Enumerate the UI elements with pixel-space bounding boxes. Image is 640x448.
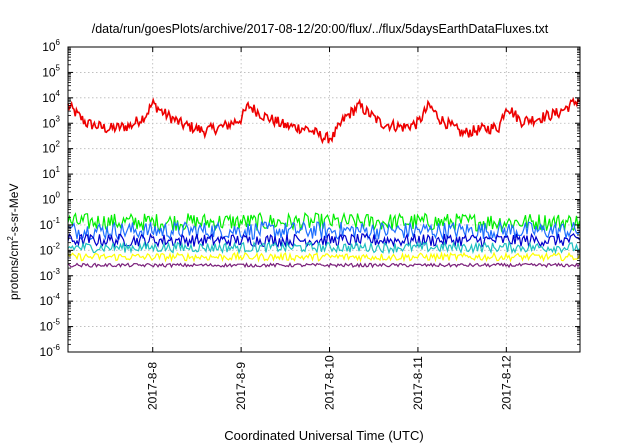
x-tick-label: 2017-8-9 xyxy=(234,362,248,410)
y-tick-exponent: -5 xyxy=(53,318,61,327)
y-tick-exponent: -4 xyxy=(53,292,61,301)
y-tick-label: 10-3 xyxy=(40,267,61,283)
series-lines xyxy=(67,96,581,269)
y-tick-exponent: -1 xyxy=(53,216,61,225)
x-tick-label: 2017-8-11 xyxy=(411,356,425,410)
y-tick-exponent: 6 xyxy=(56,38,61,47)
series-line-7 xyxy=(67,262,581,269)
y-tick-exponent: -6 xyxy=(53,343,61,352)
y-tick-label: 10-5 xyxy=(40,318,61,334)
grid-lines xyxy=(68,47,580,352)
y-tick-label: 10-2 xyxy=(40,241,61,257)
y-axis-label: protons/cm2-s-sr-MeV xyxy=(6,183,21,300)
x-tick-label: 2017-8-12 xyxy=(499,355,513,410)
y-tick-label: 10-6 xyxy=(40,343,61,359)
x-axis-label: Coordinated Universal Time (UTC) xyxy=(224,428,424,443)
axes: 10-610-510-410-310-210-11001011021031041… xyxy=(40,38,581,410)
plot-frame xyxy=(67,46,581,353)
y-tick-exponent: 2 xyxy=(56,140,61,149)
y-tick-label: 104 xyxy=(42,89,60,105)
y-tick-label: 100 xyxy=(42,191,60,207)
y-tick-label: 101 xyxy=(42,165,60,181)
y-tick-exponent: -2 xyxy=(53,241,61,250)
y-tick-label: 102 xyxy=(42,140,60,156)
x-tick-label: 2017-8-8 xyxy=(146,362,160,410)
y-tick-exponent: 4 xyxy=(56,89,61,98)
y-tick-exponent: -3 xyxy=(53,267,61,276)
y-tick-exponent: 5 xyxy=(56,63,61,72)
series-line-red xyxy=(67,96,580,145)
series-line-5 xyxy=(67,240,580,255)
y-tick-exponent: 3 xyxy=(56,114,61,123)
series-line-4 xyxy=(67,232,581,249)
series-line-6 xyxy=(67,251,581,263)
x-tick-label: 2017-8-10 xyxy=(323,355,337,410)
y-tick-label: 10-4 xyxy=(40,292,61,308)
y-tick-label: 105 xyxy=(42,63,60,79)
y-tick-exponent: 0 xyxy=(56,191,61,200)
y-tick-label: 106 xyxy=(42,38,60,54)
series-line-3 xyxy=(67,220,581,241)
y-tick-exponent: 1 xyxy=(56,165,61,174)
chart-title: /data/run/goesPlots/archive/2017-08-12/2… xyxy=(91,22,549,36)
y-tick-label: 10-1 xyxy=(40,216,61,232)
y-tick-label: 103 xyxy=(42,114,60,130)
